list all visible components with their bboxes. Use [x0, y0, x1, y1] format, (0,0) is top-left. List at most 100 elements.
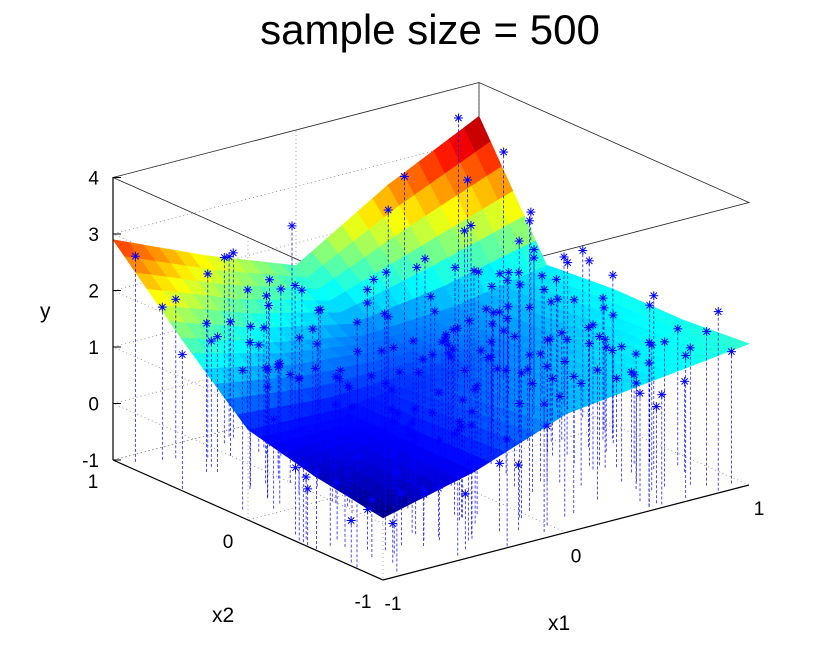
sample-marker	[542, 335, 552, 345]
sample-marker	[502, 275, 512, 285]
sample-marker	[515, 280, 525, 290]
sample-marker	[367, 495, 377, 505]
sample-marker	[448, 325, 458, 335]
sample-marker	[626, 367, 636, 377]
sample-marker	[726, 347, 736, 357]
z-tick-label: 3	[88, 225, 99, 246]
sample-marker	[312, 339, 322, 349]
sample-marker	[466, 420, 476, 430]
sample-marker	[464, 316, 474, 326]
sample-marker	[410, 404, 420, 414]
sample-marker	[450, 263, 460, 273]
sample-marker	[418, 354, 428, 364]
z-tick-label: 2	[88, 282, 99, 303]
z-axis-label: y	[40, 300, 51, 323]
sample-marker	[441, 336, 451, 346]
sample-marker	[588, 320, 598, 330]
sample-marker	[389, 416, 399, 426]
sample-marker	[434, 435, 444, 445]
sample-marker	[608, 310, 618, 320]
sample-marker	[470, 384, 480, 394]
sample-marker	[276, 284, 286, 294]
sample-marker	[673, 324, 683, 334]
sample-marker	[551, 274, 561, 284]
x-tick-label: 0	[571, 547, 582, 568]
sample-marker	[525, 350, 535, 360]
sample-marker	[311, 467, 321, 477]
sample-marker	[366, 371, 376, 381]
sample-marker	[345, 383, 355, 393]
sample-marker	[262, 382, 272, 392]
sample-marker	[301, 472, 311, 482]
sample-marker	[426, 292, 436, 302]
sample-marker	[503, 302, 513, 312]
sample-marker	[539, 285, 549, 295]
sample-marker	[702, 327, 712, 337]
sample-marker	[535, 349, 545, 359]
sample-marker	[202, 318, 212, 328]
sample-marker	[340, 428, 350, 438]
sample-marker	[513, 460, 523, 470]
sample-marker	[399, 172, 409, 182]
sample-marker	[327, 433, 337, 443]
sample-marker	[246, 321, 256, 331]
sample-marker	[466, 221, 476, 231]
sample-marker	[617, 342, 627, 352]
sample-marker	[359, 435, 369, 445]
sample-marker	[495, 307, 505, 317]
sample-marker	[526, 207, 536, 217]
sample-marker	[453, 426, 463, 436]
sample-marker	[407, 418, 417, 428]
sample-marker	[680, 376, 690, 386]
z-tick-label: 1	[88, 338, 99, 359]
sample-marker	[245, 337, 255, 347]
sample-marker	[297, 285, 307, 295]
sample-marker	[383, 205, 393, 215]
sample-marker	[224, 252, 234, 262]
sample-marker	[576, 378, 586, 388]
sample-marker	[352, 317, 362, 327]
sample-marker	[713, 307, 723, 317]
sample-marker	[171, 294, 181, 304]
sample-marker	[569, 371, 579, 381]
sample-marker	[499, 147, 509, 157]
sample-marker	[325, 440, 335, 450]
sample-marker	[492, 364, 502, 374]
sample-marker	[157, 302, 167, 312]
sample-marker	[523, 364, 533, 374]
sample-marker	[473, 267, 483, 277]
sample-marker	[681, 350, 691, 360]
sample-marker	[369, 274, 379, 284]
sample-marker	[546, 297, 556, 307]
sample-marker	[383, 312, 393, 322]
axes-box	[112, 177, 750, 581]
sample-marker	[259, 323, 269, 333]
sample-marker	[389, 343, 399, 353]
sample-marker	[315, 305, 325, 315]
sample-marker	[264, 301, 274, 311]
sample-marker	[660, 337, 670, 347]
sample-marker	[453, 323, 463, 333]
sample-marker	[578, 246, 588, 256]
sample-marker	[290, 463, 300, 473]
sample-marker	[352, 452, 362, 462]
z-tick-label: -1	[82, 451, 99, 472]
sample-marker	[592, 365, 602, 375]
sample-marker	[225, 317, 235, 327]
sample-marker	[548, 373, 558, 383]
sample-marker	[524, 302, 534, 312]
sample-marker	[254, 340, 264, 350]
sample-marker	[433, 483, 443, 493]
y-tick-label: 0	[223, 532, 234, 553]
sample-marker	[269, 414, 279, 424]
x-tick-label: -1	[385, 594, 402, 615]
y-axis-label: x2	[212, 604, 234, 627]
z-tick-label: 4	[88, 169, 99, 190]
sample-marker	[434, 387, 444, 397]
sample-marker	[514, 268, 524, 278]
y-tick-label: -1	[355, 592, 372, 613]
sample-marker	[420, 254, 430, 264]
sample-marker	[635, 388, 645, 398]
sample-marker	[427, 350, 437, 360]
sample-marker	[219, 252, 229, 262]
